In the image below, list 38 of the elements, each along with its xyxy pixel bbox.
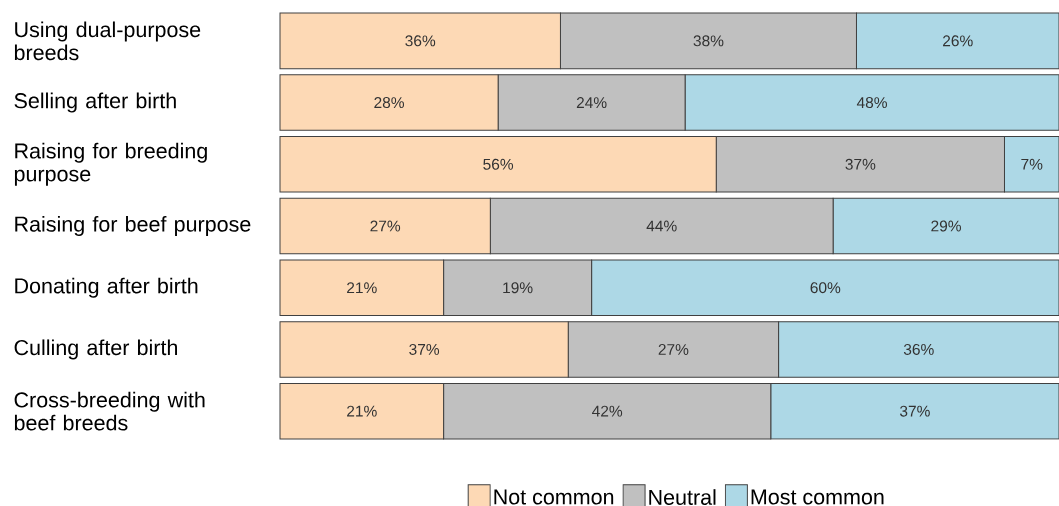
data-label: 21% [347, 405, 377, 417]
data-label: 26% [943, 35, 973, 47]
data-label: 36% [903, 343, 934, 355]
data-label: 36% [405, 35, 436, 47]
y-tick-label: Culling after birth [14, 339, 177, 360]
legend-label: Neutral [649, 489, 716, 505]
data-label: 42% [592, 405, 623, 417]
y-tick-label: Cross-breeding with beef breeds [14, 391, 205, 431]
y-tick-label: Raising for breeding purpose [14, 142, 207, 186]
data-label: 19% [503, 282, 533, 294]
legend-label: Most common [751, 489, 884, 505]
bar [591, 259, 1059, 316]
data-label: 44% [646, 220, 677, 232]
y-tick-label: Donating after birth [15, 277, 198, 298]
y-tick-label: Raising for beef purpose [15, 215, 251, 237]
bar [832, 197, 1059, 255]
data-label: 60% [810, 282, 841, 294]
bar [684, 74, 1059, 131]
data-label: 27% [658, 343, 689, 355]
bar [855, 12, 1059, 70]
y-tick-label: Selling after birth [14, 92, 176, 113]
data-label: 37% [409, 343, 440, 355]
data-label: 7% [1021, 158, 1043, 170]
data-label: 48% [856, 97, 887, 109]
legend-label: Not common [494, 489, 614, 505]
data-label: 28% [374, 97, 405, 109]
data-label: 38% [693, 35, 724, 47]
data-label: 27% [370, 220, 401, 232]
data-label: 56% [483, 158, 514, 170]
data-label: 24% [576, 97, 607, 109]
bar [778, 321, 1059, 378]
y-tick-label: Using dual-purpose breeds [14, 21, 201, 61]
bar [1003, 136, 1059, 193]
data-label: 37% [899, 405, 930, 417]
bar [770, 382, 1059, 440]
data-label: 29% [931, 220, 961, 232]
data-label: 21% [347, 282, 377, 294]
data-label: 37% [845, 158, 876, 170]
